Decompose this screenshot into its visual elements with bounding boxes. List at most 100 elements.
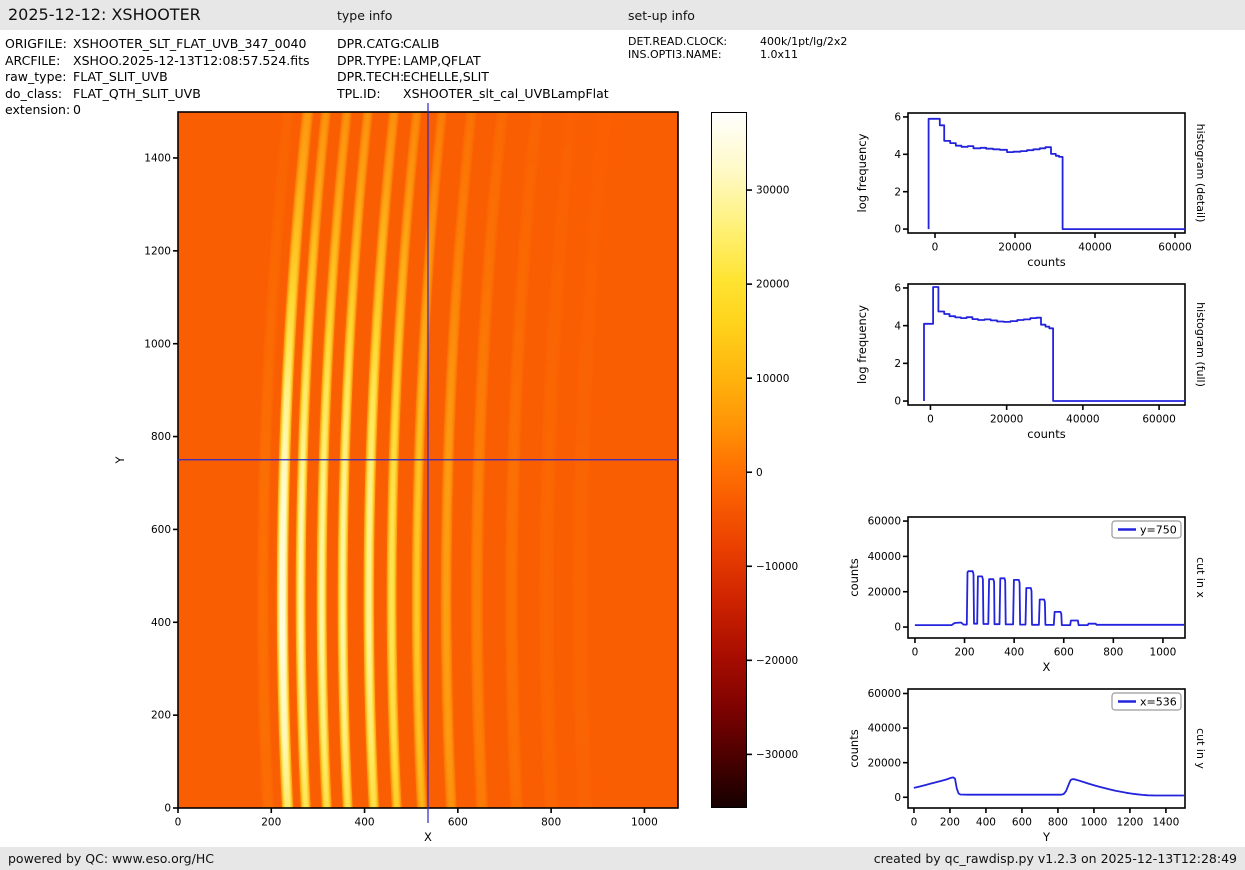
x-tick-label: 40000	[1078, 242, 1111, 254]
x-tick-label: 40000	[1066, 414, 1099, 426]
colorbar-tick-label: 20000	[756, 279, 789, 291]
x-tick-label: 60000	[1158, 242, 1191, 254]
cut-y-ylabel: counts	[847, 729, 861, 767]
y-tick-label: 20000	[868, 586, 901, 598]
y-tick-label: 0	[894, 396, 901, 408]
metadata-value: CALIB	[403, 36, 440, 51]
metadata-value: FLAT_SLIT_UVB	[73, 69, 168, 85]
metadata-row: TPL.ID: XSHOOTER_slt_cal_UVBLampFlat	[337, 86, 609, 103]
metadata-row: do_class: FLAT_QTH_SLIT_UVB	[5, 86, 310, 103]
metadata-value: 1.0x11	[760, 47, 799, 61]
cut-x-legend-label: y=750	[1140, 523, 1177, 536]
main-image-xlabel: X	[424, 830, 432, 844]
cut-y-curve	[913, 776, 1184, 797]
y-tick-label: 6	[894, 112, 901, 124]
y-tick-label: 40000	[868, 551, 901, 563]
y-tick-label: 600	[151, 524, 171, 536]
x-tick-label: 400	[1004, 647, 1024, 659]
footer-powered-by: powered by QC: www.eso.org/HC	[8, 851, 214, 866]
metadata-label: extension:	[5, 102, 71, 118]
hist-full-ylabel: log frequency	[855, 305, 869, 384]
metadata-label: DET.READ.CLOCK:	[628, 35, 728, 48]
y-tick-label: 60000	[868, 688, 901, 700]
y-tick-label: 4	[894, 149, 901, 161]
hist-full-xlabel: counts	[1027, 427, 1065, 441]
x-tick-label: 400	[355, 817, 375, 829]
metadata-value: XSHOOTER_slt_cal_UVBLampFlat	[403, 85, 609, 101]
x-tick-label: 0	[932, 242, 939, 254]
hist-detail-side-label: histogram (detail)	[1194, 124, 1207, 223]
metadata-row: ORIGFILE: XSHOOTER_SLT_FLAT_UVB_347_0040	[5, 36, 310, 53]
x-tick-label: 0	[175, 817, 182, 829]
metadata-label: do_class:	[5, 85, 63, 101]
metadata-value: 0	[73, 102, 81, 118]
y-tick-label: 2	[894, 186, 901, 198]
y-tick-label: 60000	[868, 516, 901, 528]
footer-created-by: created by qc_rawdisp.py v1.2.3 on 2025-…	[873, 851, 1237, 866]
colorbar	[711, 112, 747, 808]
metadata-row: DPR.TYPE: LAMP,QFLAT	[337, 53, 609, 70]
metadata-label: INS.OPTI3.NAME:	[628, 47, 722, 61]
header-bar: 2025-12-12: XSHOOTER type info set-up in…	[0, 0, 1245, 30]
hist-detail-xlabel: counts	[1027, 255, 1065, 269]
x-tick-label: 600	[1012, 817, 1032, 829]
hist-full-side-label: histogram (full)	[1194, 302, 1207, 387]
x-tick-label: 0	[912, 647, 919, 659]
colorbar-tick-label: 0	[756, 467, 763, 479]
cut-x-curve	[914, 570, 1184, 626]
hist-detail-ylabel: log frequency	[855, 133, 869, 212]
cut-x-axes-box	[907, 516, 1186, 639]
x-tick-label: 200	[940, 817, 960, 829]
y-tick-label: 0	[894, 792, 901, 804]
colorbar-tick-label: 10000	[756, 373, 789, 385]
y-tick-label: 0	[164, 803, 171, 815]
hist-full-axes-box	[907, 283, 1186, 406]
cut-y-legend-label: x=536	[1140, 695, 1177, 708]
metadata-value: 400k/1pt/lg/2x2	[760, 35, 848, 48]
setup-info-list: DET.READ.CLOCK: 400k/1pt/lg/2x2 INS.OPTI3.…	[628, 35, 848, 62]
x-tick-label: 400	[976, 817, 996, 829]
type-info-heading: type info	[337, 8, 393, 23]
metadata-row: ARCFILE: XSHOO.2025-12-13T12:08:57.524.fi…	[5, 53, 310, 70]
cut-x-xlabel: X	[1043, 660, 1051, 674]
metadata-value: ECHELLE,SLIT	[403, 69, 489, 85]
y-tick-label: 1000	[144, 338, 171, 350]
main-image-ylabel: Y	[113, 456, 127, 465]
x-tick-label: 0	[911, 817, 918, 829]
metadata-row: INS.OPTI3.NAME: 1.0x11	[628, 47, 847, 62]
metadata-row: extension: 0	[5, 102, 310, 119]
metadata-row: raw_type: FLAT_SLIT_UVB	[5, 69, 310, 86]
y-tick-label: 4	[894, 320, 901, 332]
setup-info-heading: set-up info	[628, 8, 695, 23]
y-tick-label: 1400	[144, 153, 171, 165]
metadata-value: XSHOOTER_SLT_FLAT_UVB_347_0040	[73, 36, 307, 51]
y-tick-label: 40000	[868, 723, 901, 735]
cut-x-side-label: cut in x	[1194, 557, 1207, 598]
y-tick-label: 0	[894, 622, 901, 634]
metadata-value: XSHOO.2025-12-13T12:08:57.524.fits	[73, 52, 310, 68]
hist-full-curve	[923, 286, 1185, 402]
x-tick-label: 600	[1054, 647, 1074, 659]
cut-y-legend-box	[1111, 692, 1182, 711]
x-tick-label: 800	[1103, 647, 1123, 659]
metadata-label: ORIGFILE:	[5, 36, 67, 51]
type-info-list: DPR.CATG:CALIB DPR.TYPE: LAMP,QFLAT DPR.TEC…	[337, 36, 609, 102]
hist-detail-axes-box	[907, 112, 1186, 234]
metadata-label: raw_type:	[5, 69, 67, 85]
colorbar-tick-label: −10000	[756, 561, 798, 573]
x-tick-label: 0	[927, 414, 934, 426]
colorbar-tick-label: −30000	[756, 749, 798, 761]
metadata-row: DPR.CATG:CALIB	[337, 36, 609, 53]
y-tick-label: 800	[151, 431, 171, 443]
x-tick-label: 20000	[998, 242, 1031, 254]
y-tick-label: 20000	[868, 757, 901, 769]
metadata-label: ARCFILE:	[5, 52, 61, 68]
x-tick-label: 1200	[1117, 817, 1144, 829]
x-tick-label: 60000	[1142, 414, 1175, 426]
page-title: 2025-12-12: XSHOOTER	[8, 5, 201, 24]
y-tick-label: 0	[894, 224, 901, 236]
cut-y-axes-box	[907, 688, 1186, 809]
x-tick-label: 1000	[1150, 647, 1177, 659]
x-tick-label: 20000	[990, 414, 1023, 426]
